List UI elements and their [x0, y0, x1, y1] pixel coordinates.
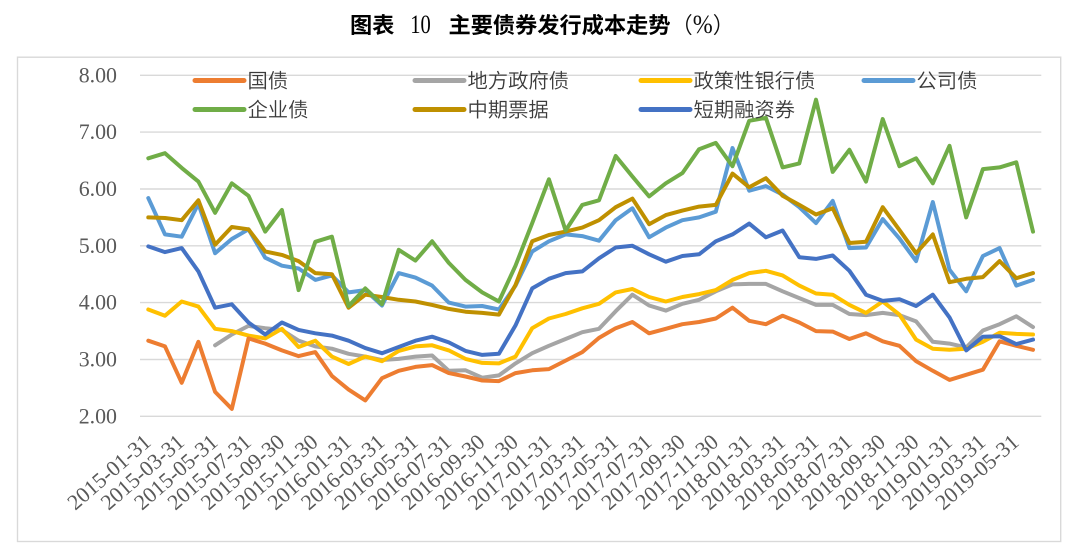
- svg-text:2.00: 2.00: [79, 403, 117, 428]
- svg-text:%: %: [693, 10, 713, 39]
- svg-text:6.00: 6.00: [79, 176, 117, 201]
- svg-text:10: 10: [410, 9, 431, 39]
- svg-text:5.00: 5.00: [79, 233, 117, 258]
- svg-text:4.00: 4.00: [79, 290, 117, 315]
- svg-text:7.00: 7.00: [79, 119, 117, 144]
- svg-text:3.00: 3.00: [79, 347, 117, 372]
- svg-text:8.00: 8.00: [79, 62, 117, 87]
